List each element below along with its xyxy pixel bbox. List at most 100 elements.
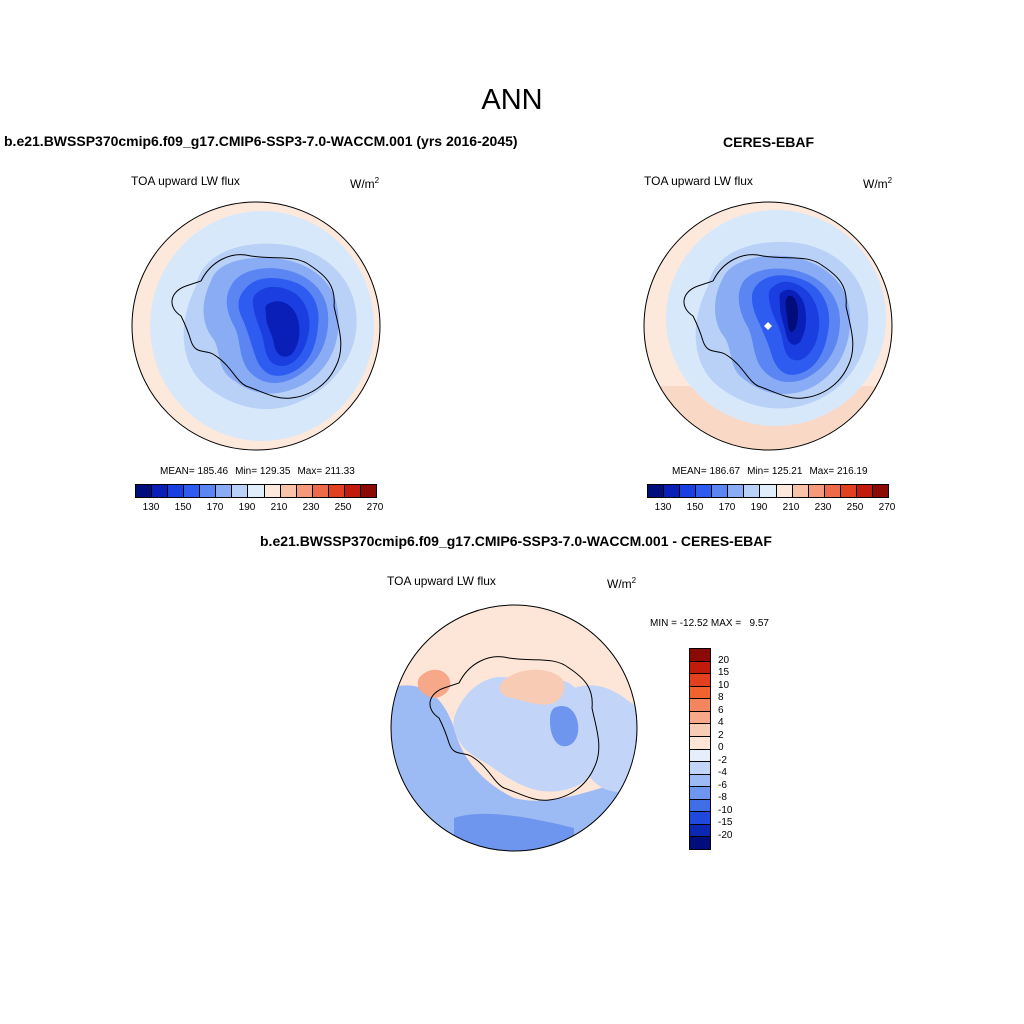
obs-min: Min= 125.21 bbox=[747, 466, 803, 477]
model-colorbar-swatch-5 bbox=[216, 485, 233, 497]
model-colorbar-swatch-0 bbox=[136, 485, 153, 497]
obs-missing-value-marker bbox=[764, 322, 772, 330]
model-colorbar-tick-label: 150 bbox=[174, 502, 192, 513]
model-polar-map bbox=[131, 201, 381, 451]
obs-colorbar-tick-label: 130 bbox=[654, 502, 672, 513]
diff-colorbar-tick-label: 8 bbox=[718, 692, 724, 703]
model-colorbar-tick-label: 230 bbox=[302, 502, 320, 513]
obs-colorbar-tick-label: 150 bbox=[686, 502, 704, 513]
obs-colorbar-swatch-8 bbox=[776, 485, 793, 497]
model-colorbar-swatch-3 bbox=[184, 485, 201, 497]
model-colorbar-swatch-1 bbox=[152, 485, 169, 497]
diff-variable-label: TOA upward LW flux bbox=[387, 574, 496, 588]
model-min: Min= 129.35 bbox=[235, 466, 291, 477]
model-contour-130 bbox=[265, 301, 300, 357]
diff-region-minus6-east-antarctica bbox=[550, 705, 579, 747]
model-colorbar-swatch-7 bbox=[248, 485, 265, 497]
obs-coastline bbox=[683, 254, 854, 399]
model-colorbar-swatch-14 bbox=[360, 485, 376, 497]
model-colorbar-swatch-6 bbox=[232, 485, 249, 497]
obs-colorbar-swatch-7 bbox=[760, 485, 777, 497]
diff-colorbar-swatch-3 bbox=[690, 686, 710, 700]
obs-colorbar-swatch-2 bbox=[680, 485, 697, 497]
model-max: Max= 211.33 bbox=[297, 466, 355, 477]
obs-max: Max= 216.19 bbox=[809, 466, 868, 477]
obs-colorbar-swatch-6 bbox=[744, 485, 761, 497]
diff-colorbar-swatch-2 bbox=[690, 674, 710, 687]
diff-colorbar-tick-label: -10 bbox=[718, 804, 733, 816]
model-colorbar-tick-label: 270 bbox=[366, 502, 384, 513]
diff-colorbar-swatch-6 bbox=[690, 724, 710, 737]
figure-title: ANN bbox=[481, 84, 543, 116]
model-colorbar-swatch-8 bbox=[264, 485, 281, 497]
diff-colorbar-swatch-13 bbox=[690, 812, 710, 825]
obs-colorbar-swatch-3 bbox=[696, 485, 713, 497]
diff-polar-map bbox=[390, 604, 638, 852]
diff-colorbar-tick-label: 4 bbox=[718, 717, 724, 728]
model-colorbar-tick-label: 250 bbox=[334, 502, 352, 513]
diff-colorbar-tick-label: -4 bbox=[718, 767, 727, 778]
diff-colorbar-swatch-5 bbox=[690, 711, 710, 725]
obs-panel-title: CERES-EBAF bbox=[723, 134, 815, 150]
obs-stats: MEAN= 186.67 Min= 125.21 Max= 216.19 bbox=[672, 466, 875, 477]
diff-colorbar-tick-label: 10 bbox=[718, 679, 730, 691]
diff-colorbar-tick-label: -6 bbox=[718, 779, 727, 791]
obs-units-label: W/m2 bbox=[863, 176, 893, 191]
obs-colorbar-swatch-0 bbox=[648, 485, 665, 497]
obs-colorbar-tick-label: 170 bbox=[718, 502, 736, 513]
model-colorbar-tick-label: 170 bbox=[206, 502, 224, 513]
diff-panel-title: b.e21.BWSSP370cmip6.f09_g17.CMIP6-SSP3-7… bbox=[260, 533, 772, 549]
obs-colorbar-tick-label: 270 bbox=[878, 502, 896, 513]
diff-colorbar-swatch-12 bbox=[690, 799, 710, 813]
diff-colorbar-swatch-0 bbox=[690, 649, 710, 662]
diff-colorbar bbox=[689, 648, 711, 850]
diff-colorbar-swatch-8 bbox=[690, 749, 710, 763]
diff-colorbar-tick-label: -2 bbox=[718, 754, 727, 766]
diff-colorbar-swatch-14 bbox=[690, 824, 710, 838]
obs-colorbar-tick-label: 190 bbox=[750, 502, 768, 513]
diff-colorbar-tick-label: -20 bbox=[718, 829, 733, 841]
obs-colorbar-swatch-4 bbox=[712, 485, 729, 497]
obs-colorbar-swatch-12 bbox=[840, 485, 857, 497]
obs-mean: MEAN= 186.67 bbox=[672, 466, 741, 477]
diff-colorbar-swatch-15 bbox=[690, 837, 710, 849]
model-colorbar-swatch-11 bbox=[312, 485, 329, 497]
model-colorbar-swatch-12 bbox=[328, 485, 345, 497]
obs-colorbar bbox=[647, 484, 889, 498]
diff-region-plus4-peninsula bbox=[417, 669, 451, 698]
model-panel-title: b.e21.BWSSP370cmip6.f09_g17.CMIP6-SSP3-7… bbox=[4, 133, 518, 149]
model-colorbar-tick-label: 130 bbox=[142, 502, 160, 513]
obs-colorbar-swatch-5 bbox=[728, 485, 745, 497]
model-colorbar-swatch-9 bbox=[280, 485, 297, 497]
model-colorbar-tick-label: 210 bbox=[270, 502, 288, 513]
obs-colorbar-swatch-1 bbox=[664, 485, 681, 497]
model-colorbar-swatch-2 bbox=[168, 485, 185, 497]
diff-region-minus4-west bbox=[391, 685, 637, 851]
obs-polar-map bbox=[643, 201, 893, 451]
diff-colorbar-tick-label: 15 bbox=[718, 667, 730, 678]
diff-region-minus6-south bbox=[454, 813, 574, 851]
model-colorbar bbox=[135, 484, 377, 498]
model-colorbar-swatch-4 bbox=[200, 485, 217, 497]
diff-minmax: MIN = -12.52 MAX = 9.57 bbox=[650, 618, 769, 629]
obs-variable-label: TOA upward LW flux bbox=[644, 174, 753, 188]
obs-colorbar-ticks: 130 150 170 190 210 230 250 270 bbox=[647, 502, 896, 516]
obs-colorbar-swatch-10 bbox=[808, 485, 825, 497]
diff-colorbar-swatch-1 bbox=[690, 661, 710, 675]
model-variable-label: TOA upward LW flux bbox=[131, 174, 240, 188]
diff-colorbar-swatch-9 bbox=[690, 762, 710, 775]
obs-colorbar-swatch-13 bbox=[856, 485, 873, 497]
obs-colorbar-tick-label: 230 bbox=[814, 502, 832, 513]
diff-colorbar-swatch-10 bbox=[690, 774, 710, 788]
obs-colorbar-swatch-9 bbox=[792, 485, 809, 497]
diff-colorbar-swatch-4 bbox=[690, 699, 710, 712]
model-mean: MEAN= 185.46 bbox=[160, 466, 229, 477]
diff-colorbar-tick-label: 0 bbox=[718, 742, 724, 753]
obs-contour-120 bbox=[785, 295, 798, 332]
obs-colorbar-swatch-14 bbox=[872, 485, 888, 497]
diff-colorbar-swatch-7 bbox=[690, 736, 710, 750]
model-colorbar-tick-label: 190 bbox=[238, 502, 256, 513]
diff-units-label: W/m2 bbox=[607, 576, 637, 591]
obs-colorbar-swatch-11 bbox=[824, 485, 841, 497]
diff-colorbar-tick-label: -15 bbox=[718, 817, 733, 828]
